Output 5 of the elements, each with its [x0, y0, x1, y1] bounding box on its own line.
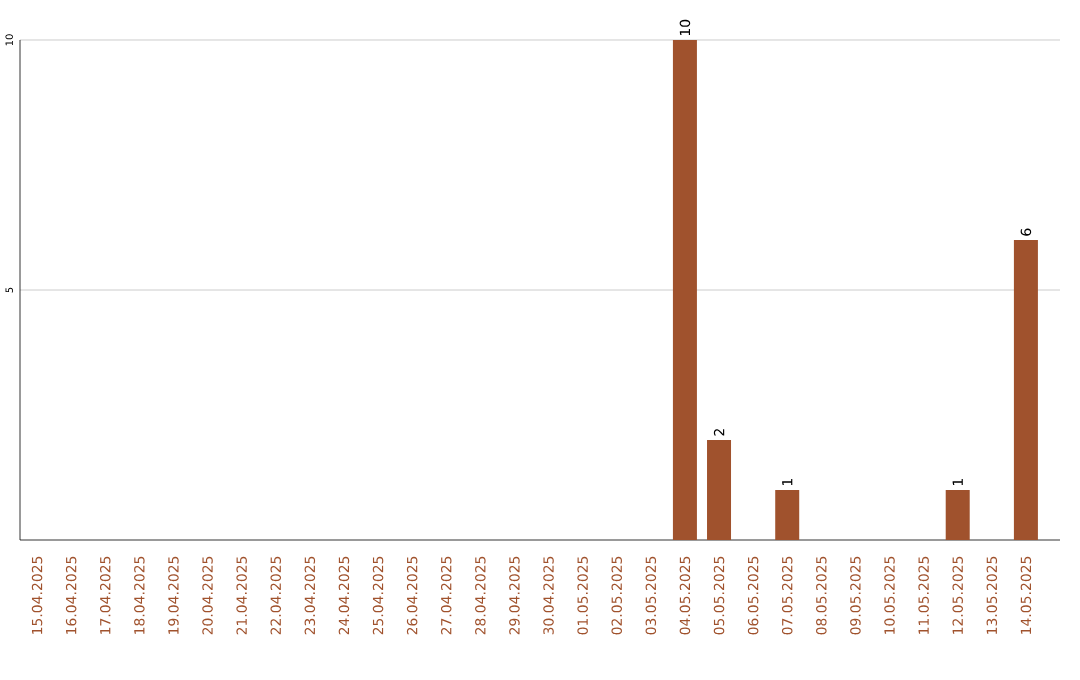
bar	[945, 490, 970, 540]
bar	[775, 490, 800, 540]
bar	[707, 440, 732, 540]
bar	[1013, 240, 1038, 540]
bar	[672, 39, 697, 540]
